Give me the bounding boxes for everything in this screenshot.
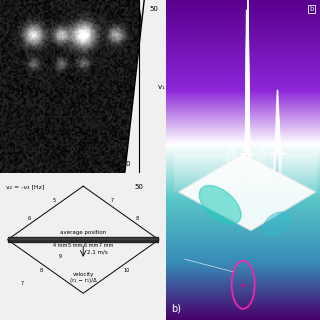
Text: 8: 8 <box>40 268 43 273</box>
Polygon shape <box>179 154 316 230</box>
Polygon shape <box>125 0 166 173</box>
Text: 6 mm: 6 mm <box>84 243 98 248</box>
Text: 10: 10 <box>123 268 130 273</box>
Text: 7: 7 <box>21 281 24 286</box>
Text: ν₂ = -ν₃ [Hz]: ν₂ = -ν₃ [Hz] <box>5 184 44 189</box>
Text: 2.1 m/s: 2.1 m/s <box>87 249 108 254</box>
Text: 7 mm: 7 mm <box>99 243 113 248</box>
Text: 9: 9 <box>59 254 62 260</box>
Ellipse shape <box>263 212 291 236</box>
Text: 6: 6 <box>28 216 30 220</box>
Text: 7: 7 <box>111 198 114 203</box>
Polygon shape <box>139 0 166 173</box>
Text: v₁ [Hz]: v₁ [Hz] <box>158 83 181 90</box>
Text: 0: 0 <box>126 161 130 167</box>
Ellipse shape <box>199 186 241 224</box>
Text: b: b <box>309 6 314 12</box>
Text: 8: 8 <box>136 216 139 220</box>
Text: 5: 5 <box>52 198 56 203</box>
Text: 4 mm: 4 mm <box>53 243 68 248</box>
Text: 5 mm: 5 mm <box>68 243 83 248</box>
Text: b): b) <box>171 304 181 314</box>
Text: 50: 50 <box>134 184 143 190</box>
Text: 50: 50 <box>150 6 159 12</box>
Text: velocity
(r₂ − r₁)/Δ: velocity (r₂ − r₁)/Δ <box>70 272 97 283</box>
Text: average position: average position <box>60 230 106 235</box>
